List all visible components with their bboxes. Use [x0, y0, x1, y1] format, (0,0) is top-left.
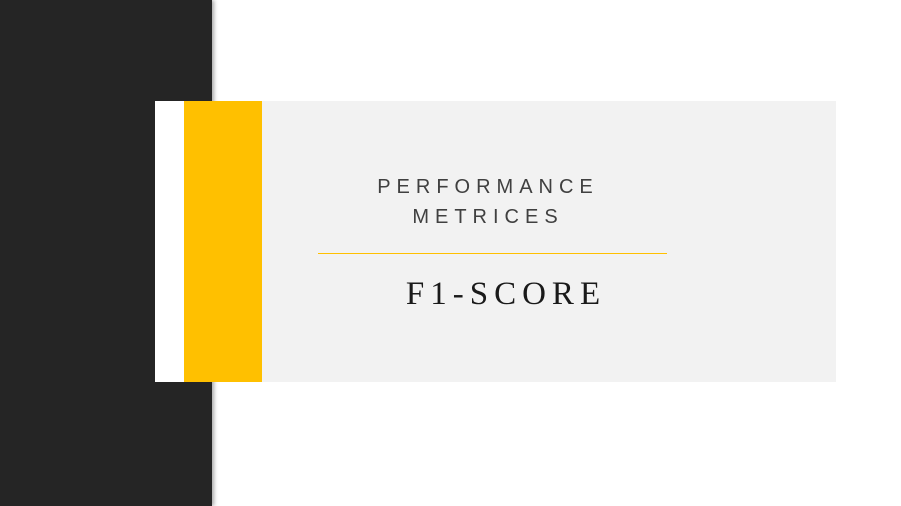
- white-strip: [155, 101, 184, 382]
- heading-divider: [318, 253, 667, 254]
- title-box: [262, 101, 836, 382]
- heading-line-1: PERFORMANCE: [377, 176, 599, 198]
- heading-line-2: METRICES: [412, 206, 564, 228]
- slide-heading: PERFORMANCE METRICES: [300, 172, 676, 232]
- slide-subtitle: F1-SCORE: [405, 276, 607, 312]
- accent-bar: [184, 101, 262, 382]
